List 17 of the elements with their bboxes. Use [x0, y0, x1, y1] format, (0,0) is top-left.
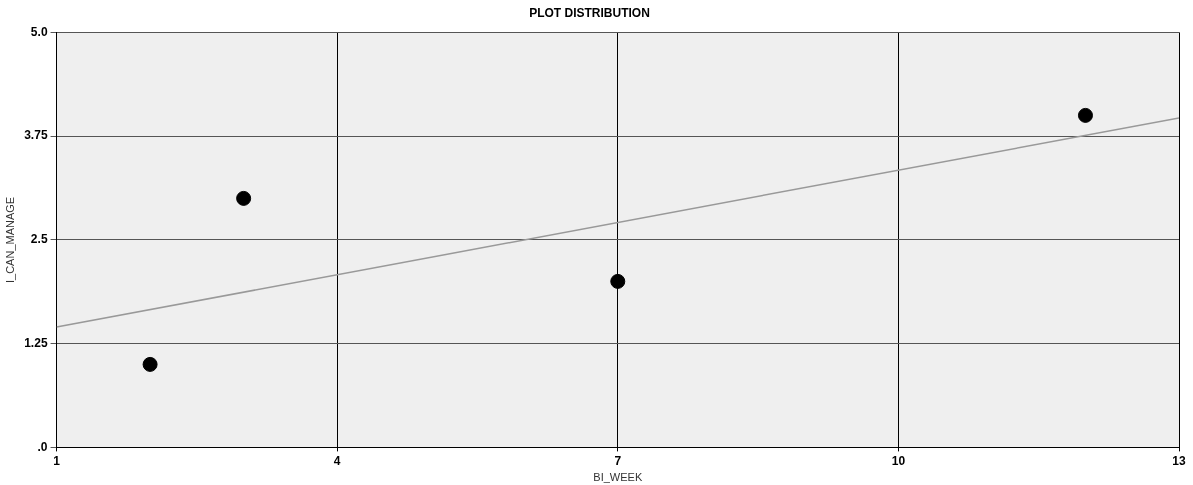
point: [1077, 107, 1093, 123]
y-tick-label: 5.0: [30, 24, 48, 39]
x-tick-label: 10: [891, 453, 906, 468]
x-axis-title: BI_WEEK: [593, 471, 643, 484]
point: [236, 190, 252, 206]
x-tick-label: 1: [53, 453, 61, 468]
point: [610, 273, 626, 289]
y-tick-label: .0: [37, 439, 48, 454]
point: [142, 356, 158, 372]
y-tick-label: 2.5: [30, 232, 48, 247]
y-tick-label: 1.25: [24, 335, 48, 350]
chart-title: PLOT DISTRIBUTION: [529, 5, 650, 20]
x-tick-label: 4: [333, 453, 341, 468]
x-tick-label: 13: [1172, 453, 1186, 468]
y-tick-label: 3.75: [24, 128, 48, 143]
y-axis-title: I_CAN_MANAGE: [3, 196, 16, 283]
x-tick-label: 7: [614, 453, 622, 468]
